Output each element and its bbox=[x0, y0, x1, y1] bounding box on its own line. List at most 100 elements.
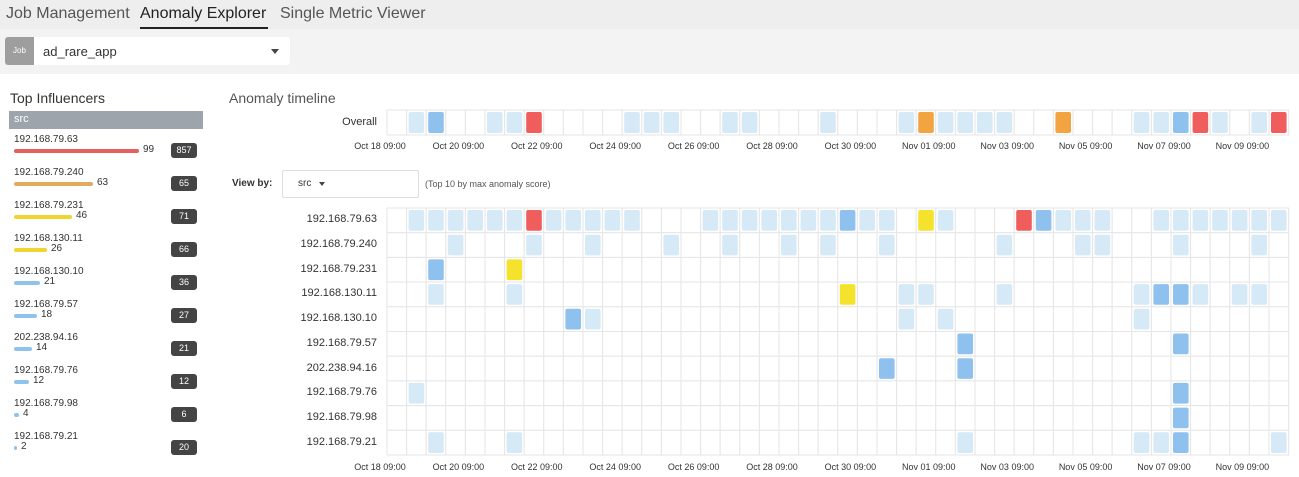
timeline-cell[interactable] bbox=[582, 281, 604, 308]
influencer-item[interactable]: 192.168.79.240 63 65 bbox=[14, 167, 204, 200]
timeline-cell[interactable] bbox=[562, 380, 584, 407]
timeline-cell[interactable] bbox=[562, 306, 584, 332]
timeline-cell[interactable] bbox=[915, 109, 937, 136]
timeline-cell[interactable] bbox=[641, 207, 662, 234]
timeline-cell[interactable] bbox=[425, 232, 447, 258]
timeline-cell[interactable] bbox=[602, 232, 623, 258]
anomaly-score-cell[interactable] bbox=[428, 112, 444, 133]
timeline-cell[interactable] bbox=[974, 331, 996, 357]
timeline-cell[interactable] bbox=[445, 380, 466, 407]
timeline-cell[interactable] bbox=[680, 380, 702, 407]
timeline-cell[interactable] bbox=[915, 429, 937, 456]
timeline-cell[interactable] bbox=[582, 405, 604, 431]
timeline-cell[interactable] bbox=[935, 281, 956, 308]
anomaly-score-cell[interactable] bbox=[937, 210, 954, 231]
timeline-cell[interactable] bbox=[817, 256, 839, 283]
timeline-cell[interactable] bbox=[1229, 405, 1250, 431]
timeline-cell[interactable] bbox=[798, 109, 819, 136]
timeline-cell[interactable] bbox=[621, 281, 643, 308]
timeline-cell[interactable] bbox=[660, 405, 682, 431]
timeline-cell[interactable] bbox=[778, 355, 800, 382]
anomaly-score-cell[interactable] bbox=[1271, 112, 1287, 133]
timeline-cell[interactable] bbox=[817, 232, 839, 258]
timeline-cell[interactable] bbox=[1013, 207, 1035, 234]
swimlane-label[interactable]: 192.168.79.57 bbox=[306, 336, 377, 349]
anomaly-score-cell[interactable] bbox=[957, 358, 973, 379]
timeline-cell[interactable] bbox=[758, 232, 780, 258]
timeline-cell[interactable] bbox=[700, 380, 721, 407]
timeline-cell[interactable] bbox=[660, 429, 682, 456]
timeline-cell[interactable] bbox=[386, 109, 408, 136]
timeline-cell[interactable] bbox=[1052, 232, 1074, 258]
timeline-cell[interactable] bbox=[994, 207, 1015, 234]
timeline-cell[interactable] bbox=[1052, 331, 1074, 357]
anomaly-score-cell[interactable] bbox=[879, 234, 895, 256]
timeline-cell[interactable] bbox=[758, 109, 780, 136]
timeline-cell[interactable] bbox=[562, 405, 584, 431]
anomaly-score-cell[interactable] bbox=[643, 112, 660, 133]
timeline-cell[interactable] bbox=[602, 380, 623, 407]
timeline-cell[interactable] bbox=[621, 331, 643, 357]
timeline-cell[interactable] bbox=[1190, 306, 1211, 332]
influencer-name[interactable]: 192.168.79.231 bbox=[14, 200, 84, 211]
influencer-name[interactable]: 192.168.130.10 bbox=[14, 266, 84, 277]
timeline-cell[interactable] bbox=[1052, 207, 1074, 234]
timeline-cell[interactable] bbox=[1131, 405, 1152, 431]
anomaly-score-cell[interactable] bbox=[741, 112, 758, 133]
timeline-cell[interactable] bbox=[1150, 232, 1172, 258]
timeline-cell[interactable] bbox=[1268, 232, 1290, 258]
timeline-cell[interactable] bbox=[974, 429, 996, 456]
timeline-cell[interactable] bbox=[464, 405, 486, 431]
anomaly-score-cell[interactable] bbox=[1016, 210, 1032, 231]
timeline-cell[interactable] bbox=[1111, 109, 1133, 136]
timeline-cell[interactable] bbox=[1013, 281, 1035, 308]
timeline-cell[interactable] bbox=[523, 429, 545, 456]
timeline-cell[interactable] bbox=[582, 207, 604, 234]
timeline-cell[interactable] bbox=[935, 380, 956, 407]
timeline-cell[interactable] bbox=[386, 380, 408, 407]
timeline-cell[interactable] bbox=[523, 405, 545, 431]
timeline-cell[interactable] bbox=[1072, 355, 1094, 382]
anomaly-score-cell[interactable] bbox=[1055, 210, 1071, 231]
job-selector[interactable]: Job ad_rare_app bbox=[5, 37, 290, 65]
timeline-cell[interactable] bbox=[1170, 331, 1192, 357]
timeline-cell[interactable] bbox=[1092, 429, 1113, 456]
timeline-cell[interactable] bbox=[798, 380, 819, 407]
timeline-cell[interactable] bbox=[896, 207, 917, 234]
timeline-cell[interactable] bbox=[856, 232, 878, 258]
timeline-cell[interactable] bbox=[1170, 281, 1192, 308]
timeline-cell[interactable] bbox=[719, 109, 741, 136]
timeline-cell[interactable] bbox=[1248, 281, 1270, 308]
influencer-item[interactable]: 192.168.130.11 26 66 bbox=[14, 233, 204, 266]
anomaly-score-cell[interactable] bbox=[918, 210, 934, 231]
timeline-cell[interactable] bbox=[1033, 256, 1054, 283]
timeline-cell[interactable] bbox=[837, 306, 858, 332]
timeline-cell[interactable] bbox=[994, 355, 1015, 382]
timeline-cell[interactable] bbox=[896, 429, 917, 456]
timeline-cell[interactable] bbox=[1092, 232, 1113, 258]
timeline-cell[interactable] bbox=[621, 429, 643, 456]
anomaly-score-cell[interactable] bbox=[428, 432, 444, 453]
timeline-cell[interactable] bbox=[621, 232, 643, 258]
timeline-cell[interactable] bbox=[954, 355, 976, 382]
timeline-cell[interactable] bbox=[1111, 207, 1133, 234]
timeline-cell[interactable] bbox=[719, 380, 741, 407]
timeline-cell[interactable] bbox=[1190, 109, 1211, 136]
anomaly-score-cell[interactable] bbox=[1133, 432, 1150, 453]
timeline-cell[interactable] bbox=[1092, 256, 1113, 283]
timeline-cell[interactable] bbox=[798, 331, 819, 357]
timeline-cell[interactable] bbox=[798, 355, 819, 382]
timeline-cell[interactable] bbox=[994, 256, 1015, 283]
timeline-cell[interactable] bbox=[1131, 331, 1152, 357]
timeline-cell[interactable] bbox=[896, 380, 917, 407]
anomaly-score-cell[interactable] bbox=[1153, 432, 1169, 453]
timeline-cell[interactable] bbox=[425, 207, 447, 234]
anomaly-score-cell[interactable] bbox=[408, 112, 425, 133]
timeline-cell[interactable] bbox=[504, 405, 525, 431]
timeline-cell[interactable] bbox=[660, 355, 682, 382]
timeline-cell[interactable] bbox=[935, 405, 956, 431]
timeline-cell[interactable] bbox=[1150, 109, 1172, 136]
timeline-cell[interactable] bbox=[856, 380, 878, 407]
timeline-cell[interactable] bbox=[739, 429, 760, 456]
timeline-cell[interactable] bbox=[1209, 232, 1231, 258]
